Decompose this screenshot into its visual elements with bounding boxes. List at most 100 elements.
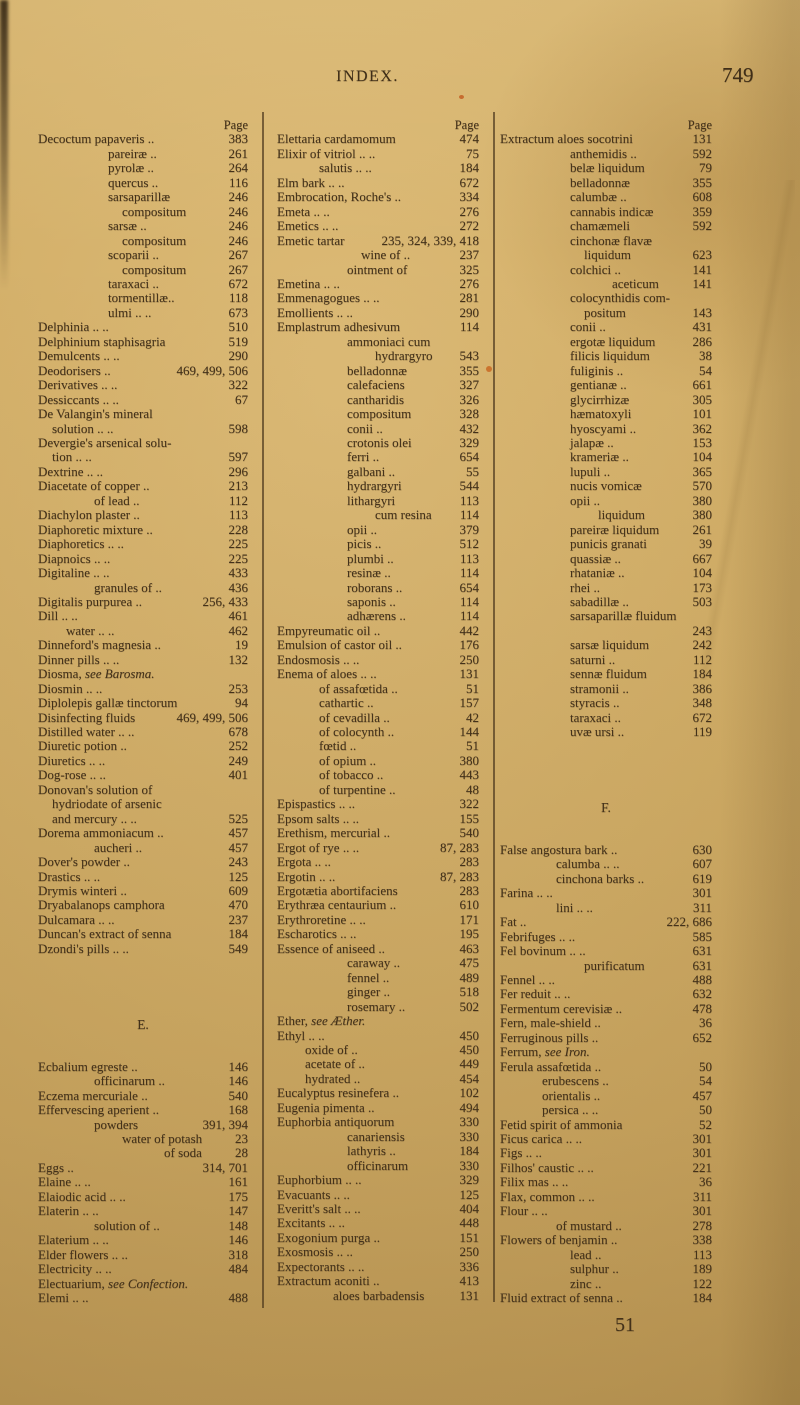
index-entry-page: 113 [228, 507, 248, 523]
index-entry-page: 101 [692, 406, 713, 422]
index-entry-text: Elaterium .. .. [38, 1232, 109, 1248]
index-entry-page: 330 [459, 1157, 480, 1173]
index-entry: acetate of .. 449 [277, 1056, 480, 1072]
index-entry: Dinneford's magnesia .. 19 [38, 637, 248, 652]
index-entry: of turpentine .. 48 [277, 781, 479, 797]
index-entry-text: salutis .. .. [319, 160, 372, 176]
index-entry: saponis .. 114 [277, 594, 479, 609]
index-entry-text: compositum [347, 406, 412, 422]
index-entry-text: Fluid extract of senna .. [500, 1289, 623, 1305]
index-entry-page: 267 [228, 261, 249, 277]
index-entry: Ecbalium egreste .. 146 [38, 1059, 248, 1074]
index-entry-page: 116 [228, 174, 248, 190]
index-entry-page: 28 [235, 1145, 248, 1161]
index-entry: fennel .. 489 [277, 970, 479, 985]
index-entry-text: Diuretic potion .. [38, 738, 127, 754]
index-entry-page: 112 [228, 492, 248, 508]
index-entry-page: 171 [459, 911, 480, 927]
page-column-label: Page [687, 118, 712, 132]
index-entry-text: filicis liquidum [570, 348, 650, 364]
index-entry-text: Digitaline .. .. [38, 565, 110, 581]
index-entry-text: Dryabalanops camphora [38, 897, 165, 913]
index-entry: anthemidis .. 592 [500, 146, 712, 161]
index-entry-text: glycirrhizæ [570, 391, 630, 407]
index-entry-page: 619 [692, 870, 713, 886]
index-entry: adhærens .. 114 [277, 608, 479, 624]
index-entry: picis .. 512 [277, 536, 479, 551]
index-entry-text: solution of .. [94, 1217, 160, 1233]
index-entry-page: 113 [459, 550, 479, 566]
index-entry: Filix mas .. .. 36 [500, 1174, 712, 1189]
index-entry-text: Extractum aconiti .. [277, 1273, 380, 1289]
index-entry: Dog-rose .. .. 401 [38, 767, 248, 782]
index-entry-text: ammoniaci cum [347, 333, 431, 349]
index-entry-page: 322 [228, 377, 249, 393]
index-entry-page: 278 [692, 1217, 713, 1233]
index-entry-page: 225 [228, 536, 249, 552]
index-entry-text: Delphinia .. .. [38, 319, 109, 335]
index-entry-page: 55 [466, 463, 479, 479]
index-entry: sarsaparillæ 246 [38, 189, 248, 204]
index-entry-page: 326 [459, 391, 480, 407]
index-entry-text: lupuli .. [570, 463, 611, 479]
index-entry-page: 330 [459, 1128, 480, 1144]
index-entry: Exosmosis .. .. 250 [277, 1244, 479, 1259]
index-entry: aceticum 141 [500, 276, 712, 291]
index-entry: Filhos' caustic .. .. 221 [500, 1160, 712, 1175]
index-entry-page: 261 [692, 521, 713, 537]
index-entry: Elettaria cardamomum 474 [277, 131, 479, 146]
index-entry-page: 330 [459, 1114, 480, 1130]
index-entry-text: crotonis olei [347, 434, 412, 450]
index-entry-text: Diapnoics .. .. [38, 550, 111, 566]
index-entry: cinchona barks .. 619 [500, 870, 713, 886]
index-entry-page: 609 [228, 883, 249, 899]
index-entry-text: chamæmeli [570, 218, 630, 234]
index-entry-page: 570 [692, 478, 713, 494]
index-entry-page: 114 [459, 608, 479, 624]
index-entry: Dinner pills .. .. 132 [38, 652, 248, 667]
index-entry-page: 122 [692, 1275, 713, 1291]
index-entry-text: Empyreumatic oil .. [277, 622, 381, 638]
index-entry-page: 36 [699, 1015, 712, 1031]
index-entry-text: hydrargyri [347, 478, 402, 494]
index-entry-text: Fennel .. .. [500, 972, 555, 988]
index-entry: lithargyri 113 [277, 493, 479, 508]
index-entry-text: Euphorbia antiquorum [277, 1114, 395, 1130]
index-entry: Flour .. .. 301 [500, 1203, 712, 1218]
index-entry: filicis liquidum 38 [500, 348, 712, 364]
index-entry-page: 272 [459, 218, 480, 234]
index-entry-text: Emplastrum adhesivum [277, 319, 401, 335]
index-entry-text: Devergie's arsenical solu- [38, 434, 172, 450]
index-entry: saturni .. 112 [500, 652, 712, 667]
index-entry-text: sennæ fluidum [570, 666, 647, 682]
page-number: 749 [722, 63, 754, 87]
index-entry-page: 610 [459, 897, 480, 913]
index-entry-page: 151 [459, 1229, 480, 1245]
index-entry: glycirrhizæ 305 [500, 391, 712, 407]
index-entry-page: 462 [228, 622, 249, 638]
index-entry-page: 253 [228, 680, 249, 696]
index-entry-page: 246 [228, 203, 249, 219]
index-entry: lini .. .. 311 [500, 900, 712, 915]
index-entry-text: pareiræ .. [108, 145, 157, 161]
index-entry-page: 48 [466, 781, 479, 797]
index-entry-page: 261 [228, 145, 249, 161]
index-entry: fuliginis .. 54 [500, 363, 712, 378]
index-entry: pareiræ liquidum 261 [500, 521, 713, 537]
index-entry-page: 256, 433 [202, 593, 249, 609]
index-entry-page: 543 [459, 348, 480, 364]
index-entry: of soda 28 [38, 1145, 248, 1161]
index-entry: ginger .. 518 [277, 984, 479, 999]
index-entry-page: 449 [459, 1056, 480, 1072]
index-entry-text: Evacuants .. .. [277, 1186, 350, 1202]
index-entry-text: positum [584, 304, 626, 320]
index-entry: Demulcents .. .. 290 [38, 348, 248, 363]
see-reference: see Æther. [311, 1013, 366, 1029]
index-entry-page: 631 [692, 943, 713, 959]
index-entry: oxide of .. 450 [277, 1042, 479, 1057]
index-entry-text: Dzondi's pills .. .. [38, 940, 129, 956]
index-entry-text: Dover's powder .. [38, 854, 130, 870]
index-entry-page: 242 [692, 637, 713, 653]
index-entry: of tobacco .. 443 [277, 767, 479, 782]
